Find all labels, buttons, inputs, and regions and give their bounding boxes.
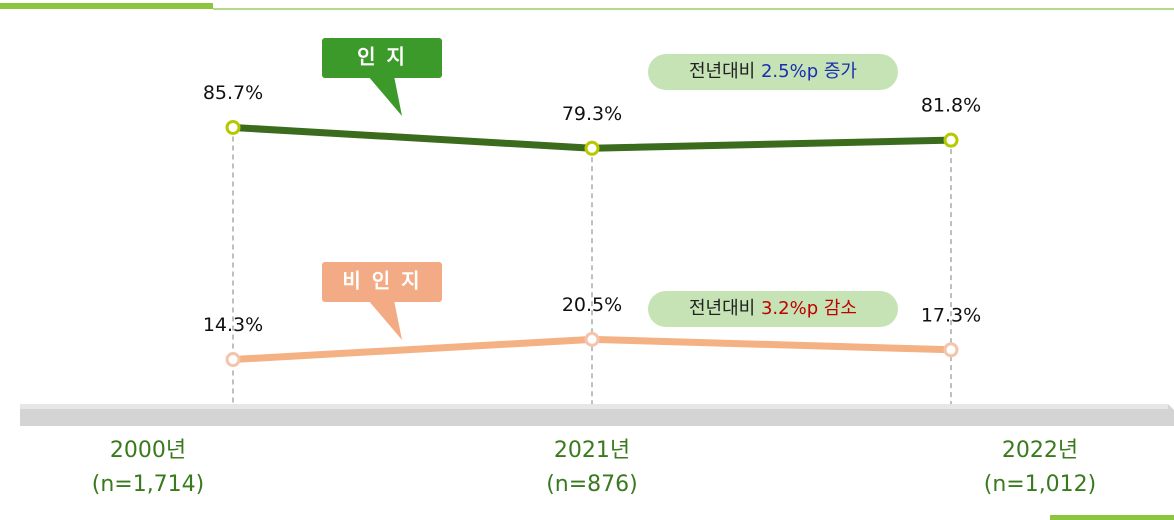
baseline-bar <box>20 404 1174 426</box>
x-tick-label: 2000년 <box>110 438 186 463</box>
value-label: 17.3% <box>921 304 981 326</box>
point-marker <box>225 352 241 368</box>
point-marker <box>584 331 600 347</box>
point-marker <box>225 119 241 135</box>
x-tick-label: 2022년 <box>1002 438 1078 463</box>
x-tick-label: 2021년 <box>554 438 630 463</box>
sample-size: (n=1,012) <box>984 472 1097 497</box>
annotation-prefix: 전년대비 <box>689 61 755 82</box>
sample-size: (n=876) <box>546 472 638 497</box>
legend-label: 비 인 지 <box>342 269 421 293</box>
value-label: 81.8% <box>921 95 981 117</box>
baseline-top <box>20 404 1168 409</box>
point-marker <box>584 140 600 156</box>
value-label: 20.5% <box>562 294 622 316</box>
annotation-pill <box>648 291 898 327</box>
annotation-pill <box>648 54 898 90</box>
annotation-prefix: 전년대비 <box>689 298 755 319</box>
bottom-accent <box>1050 515 1174 520</box>
legend-label: 인 지 <box>357 45 407 69</box>
sample-size: (n=1,714) <box>92 472 205 497</box>
top-accent <box>0 3 213 9</box>
series-tag <box>322 262 442 302</box>
point-marker <box>943 132 959 148</box>
annotation: 전년대비 3.2%p 감소 <box>689 298 857 319</box>
value-label: 79.3% <box>562 103 622 125</box>
value-label: 85.7% <box>203 82 263 104</box>
value-label: 14.3% <box>203 314 263 336</box>
tag-tail <box>368 300 402 340</box>
series-tag <box>322 38 442 78</box>
annotation-highlight: 3.2%p 감소 <box>761 298 857 319</box>
annotation-highlight: 2.5%p 증가 <box>761 61 857 82</box>
point-marker <box>943 342 959 358</box>
annotation: 전년대비 2.5%p 증가 <box>689 61 857 82</box>
tag-tail <box>368 76 402 116</box>
